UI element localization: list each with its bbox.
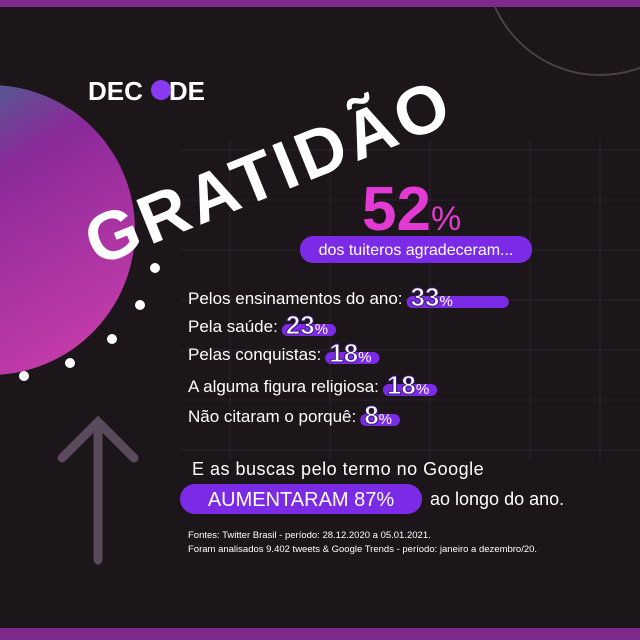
top-strip — [0, 0, 640, 7]
google-rest: ao longo do ano. — [430, 489, 564, 509]
reason-value: 18% — [329, 338, 371, 368]
reason-value: 8% — [364, 400, 392, 430]
decor-ring — [491, 0, 640, 76]
google-highlight: AUMENTARAM 87% — [208, 489, 395, 511]
reason-value: 18% — [387, 370, 429, 400]
value: 18 — [387, 370, 416, 400]
reason-value: 33% — [411, 282, 453, 312]
reasons: Pelos ensinamentos do ano: 33% Pela saúde:… — [188, 282, 509, 431]
headline-value: 52% — [362, 175, 461, 244]
caption-pill — [300, 236, 532, 263]
source: Foram analisados 9.402 tweets & Google T… — [188, 544, 537, 555]
reason-label: Não citaram o porquê: — [188, 407, 356, 426]
value: 23 — [286, 310, 315, 340]
dot-arc — [19, 263, 160, 381]
decor-circle — [0, 85, 135, 375]
google-intro: E as buscas pelo termo no Google — [192, 459, 484, 479]
unit: % — [439, 293, 452, 310]
caption: dos tuiteros agradeceram... — [319, 242, 514, 259]
reason-label: A alguma figura religiosa: — [188, 377, 379, 396]
unit: % — [315, 321, 328, 338]
value: 8 — [364, 400, 378, 430]
value: 33 — [411, 282, 440, 312]
logo-dot — [151, 80, 171, 100]
reason-label: Pelas conquistas: — [188, 345, 321, 364]
highlight-bar — [406, 296, 509, 308]
highlight-bar — [382, 384, 438, 396]
highlight-bar — [281, 324, 337, 336]
source: Fontes: Twitter Brasil - período: 28.12.… — [188, 530, 431, 541]
highlight-bar — [360, 414, 401, 426]
value: 18 — [329, 338, 358, 368]
logo: DEC DE — [88, 76, 205, 106]
arrow — [57, 415, 139, 565]
unit: % — [379, 411, 392, 428]
reason-label: Pelos ensinamentos do ano: — [188, 289, 403, 308]
highlight-bar — [325, 352, 380, 364]
reason-value: 23% — [286, 310, 328, 340]
bottom-strip — [0, 628, 640, 640]
highlight-pill — [180, 484, 422, 514]
reason-label: Pela saúde: — [188, 317, 278, 336]
unit: % — [358, 349, 371, 366]
unit: % — [416, 381, 429, 398]
